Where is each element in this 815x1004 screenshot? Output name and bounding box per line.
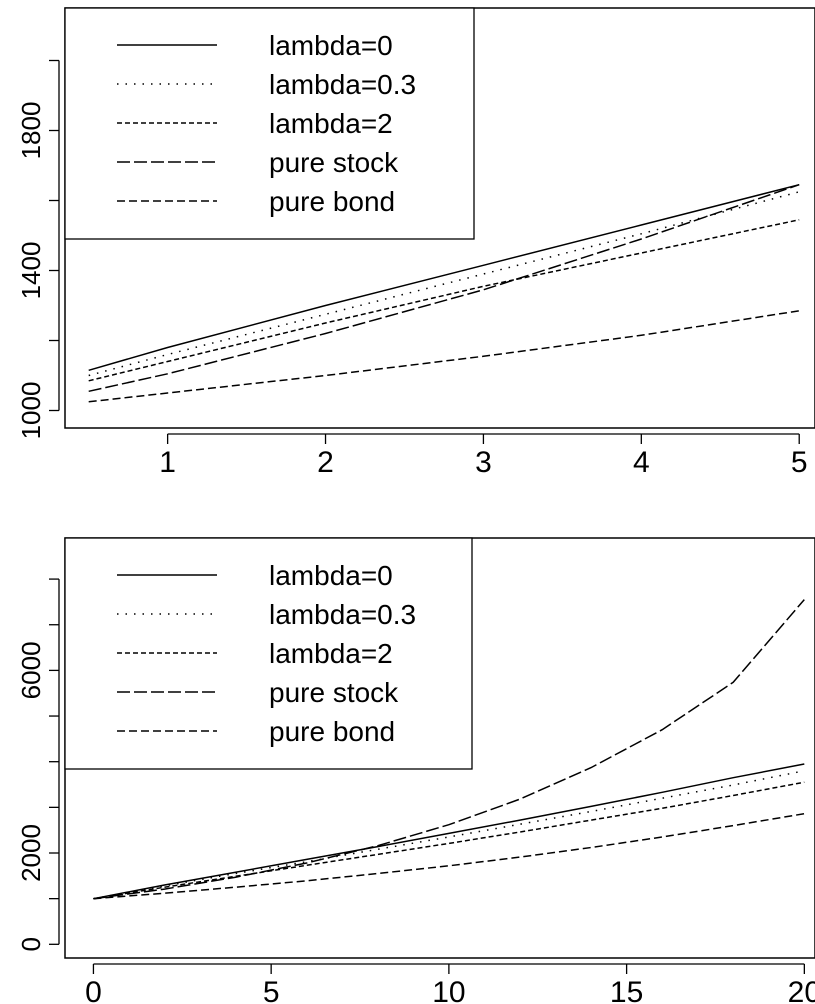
legend: lambda=0 lambda=0.3 lambda=2 pure stock pure… — [64, 7, 475, 240]
y-tick-label: 1400 — [16, 242, 46, 300]
series-line-lambda-0-3 — [88, 191, 800, 377]
x-tick-label: 15 — [610, 976, 643, 1004]
x-tick-label: 20 — [788, 976, 815, 1004]
chart-panel-2: 0 5 10 15 20020006000lambda=0lambda=0.3lambd… — [16, 537, 815, 1004]
y-axis: 0 2000 6000 — [16, 578, 60, 952]
y-axis: 1000 1400 1800 — [16, 59, 60, 440]
series-group — [93, 599, 805, 900]
legend-label: lambda=0.3 — [269, 599, 416, 630]
y-tick-label: 1800 — [16, 102, 46, 160]
legend-label: pure stock — [269, 147, 399, 178]
series-line-lambda-0 — [93, 763, 805, 900]
y-tick-label: 1000 — [16, 382, 46, 440]
x-tick-label: 2 — [317, 446, 334, 479]
x-tick-label: 4 — [633, 446, 650, 479]
x-tick-label: 1 — [159, 446, 176, 479]
y-tick-label: 0 — [16, 937, 46, 951]
series-group — [88, 183, 800, 403]
series-line-pure-stock — [88, 183, 800, 393]
x-axis: 1 2 3 4 5 — [159, 433, 808, 479]
series-line-lambda-2 — [88, 219, 800, 382]
y-tick-label: 6000 — [16, 641, 46, 699]
x-tick-label: 10 — [432, 976, 465, 1004]
legend-label: lambda=0 — [269, 560, 393, 591]
x-tick-label: 5 — [263, 976, 280, 1004]
series-line-lambda-0 — [88, 183, 800, 372]
legend-label: pure stock — [269, 677, 399, 708]
chart-panel-1: 1 2 3 4 5100014001800lambda=0lambda=0.3lambd… — [16, 7, 815, 479]
series-line-pure-stock — [93, 599, 805, 900]
legend-label: pure bond — [269, 716, 395, 747]
legend: lambda=0 lambda=0.3 lambda=2 pure stock pure… — [64, 537, 473, 770]
x-tick-label: 0 — [85, 976, 102, 1004]
series-line-lambda-2 — [93, 781, 805, 900]
legend-label: lambda=0.3 — [269, 69, 416, 100]
x-axis: 0 5 10 15 20 — [85, 963, 815, 1004]
x-tick-label: 3 — [475, 446, 492, 479]
legend-label: lambda=0 — [269, 30, 393, 61]
x-tick-label: 5 — [791, 446, 808, 479]
series-line-pure-bond — [93, 812, 805, 900]
series-line-pure-bond — [88, 310, 800, 403]
y-tick-label: 2000 — [16, 824, 46, 882]
series-line-lambda-0-3 — [93, 770, 805, 900]
legend-label: lambda=2 — [269, 638, 393, 669]
legend-label: pure bond — [269, 186, 395, 217]
legend-label: lambda=2 — [269, 108, 393, 139]
